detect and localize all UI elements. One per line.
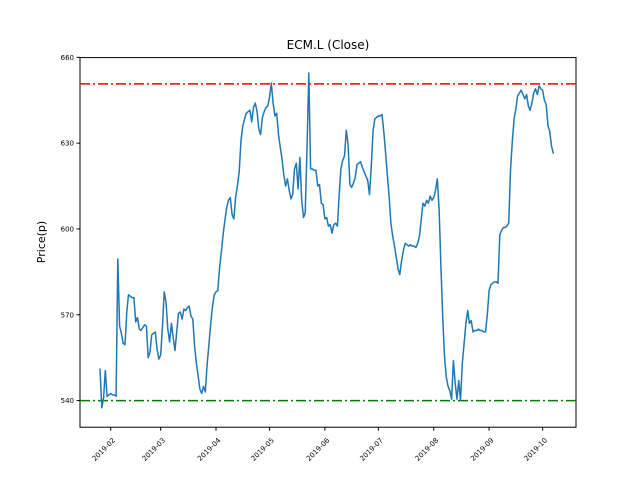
axes-spines (79, 57, 577, 428)
y-tick-label: 660 (61, 54, 74, 62)
x-tick-label: 2019-05 (250, 436, 276, 462)
x-tick-label: 2019-10 (523, 436, 549, 462)
y-tick-label: 540 (61, 397, 74, 405)
x-axis: 2019-02 2019-03 2019-04 2019-05 2019-06 2019-… (91, 427, 549, 463)
x-tick-label: 2019-02 (91, 436, 117, 462)
x-tick-label: 2019-08 (414, 436, 440, 462)
y-axis-label: Price(p) (35, 221, 48, 263)
y-tick-label: 600 (61, 225, 74, 233)
chart-title: ECM.L (Close) (287, 38, 370, 52)
y-axis: 540 570 600 630 660 (61, 54, 80, 405)
y-tick-label: 570 (61, 311, 74, 319)
price-line-series (99, 72, 555, 409)
x-tick-label: 2019-04 (196, 436, 223, 463)
x-tick-label: 2019-07 (358, 436, 384, 462)
x-tick-label: 2019-09 (469, 436, 495, 462)
x-tick-label: 2019-06 (305, 436, 332, 463)
y-tick-label: 630 (61, 140, 74, 148)
x-tick-label: 2019-03 (141, 436, 167, 462)
